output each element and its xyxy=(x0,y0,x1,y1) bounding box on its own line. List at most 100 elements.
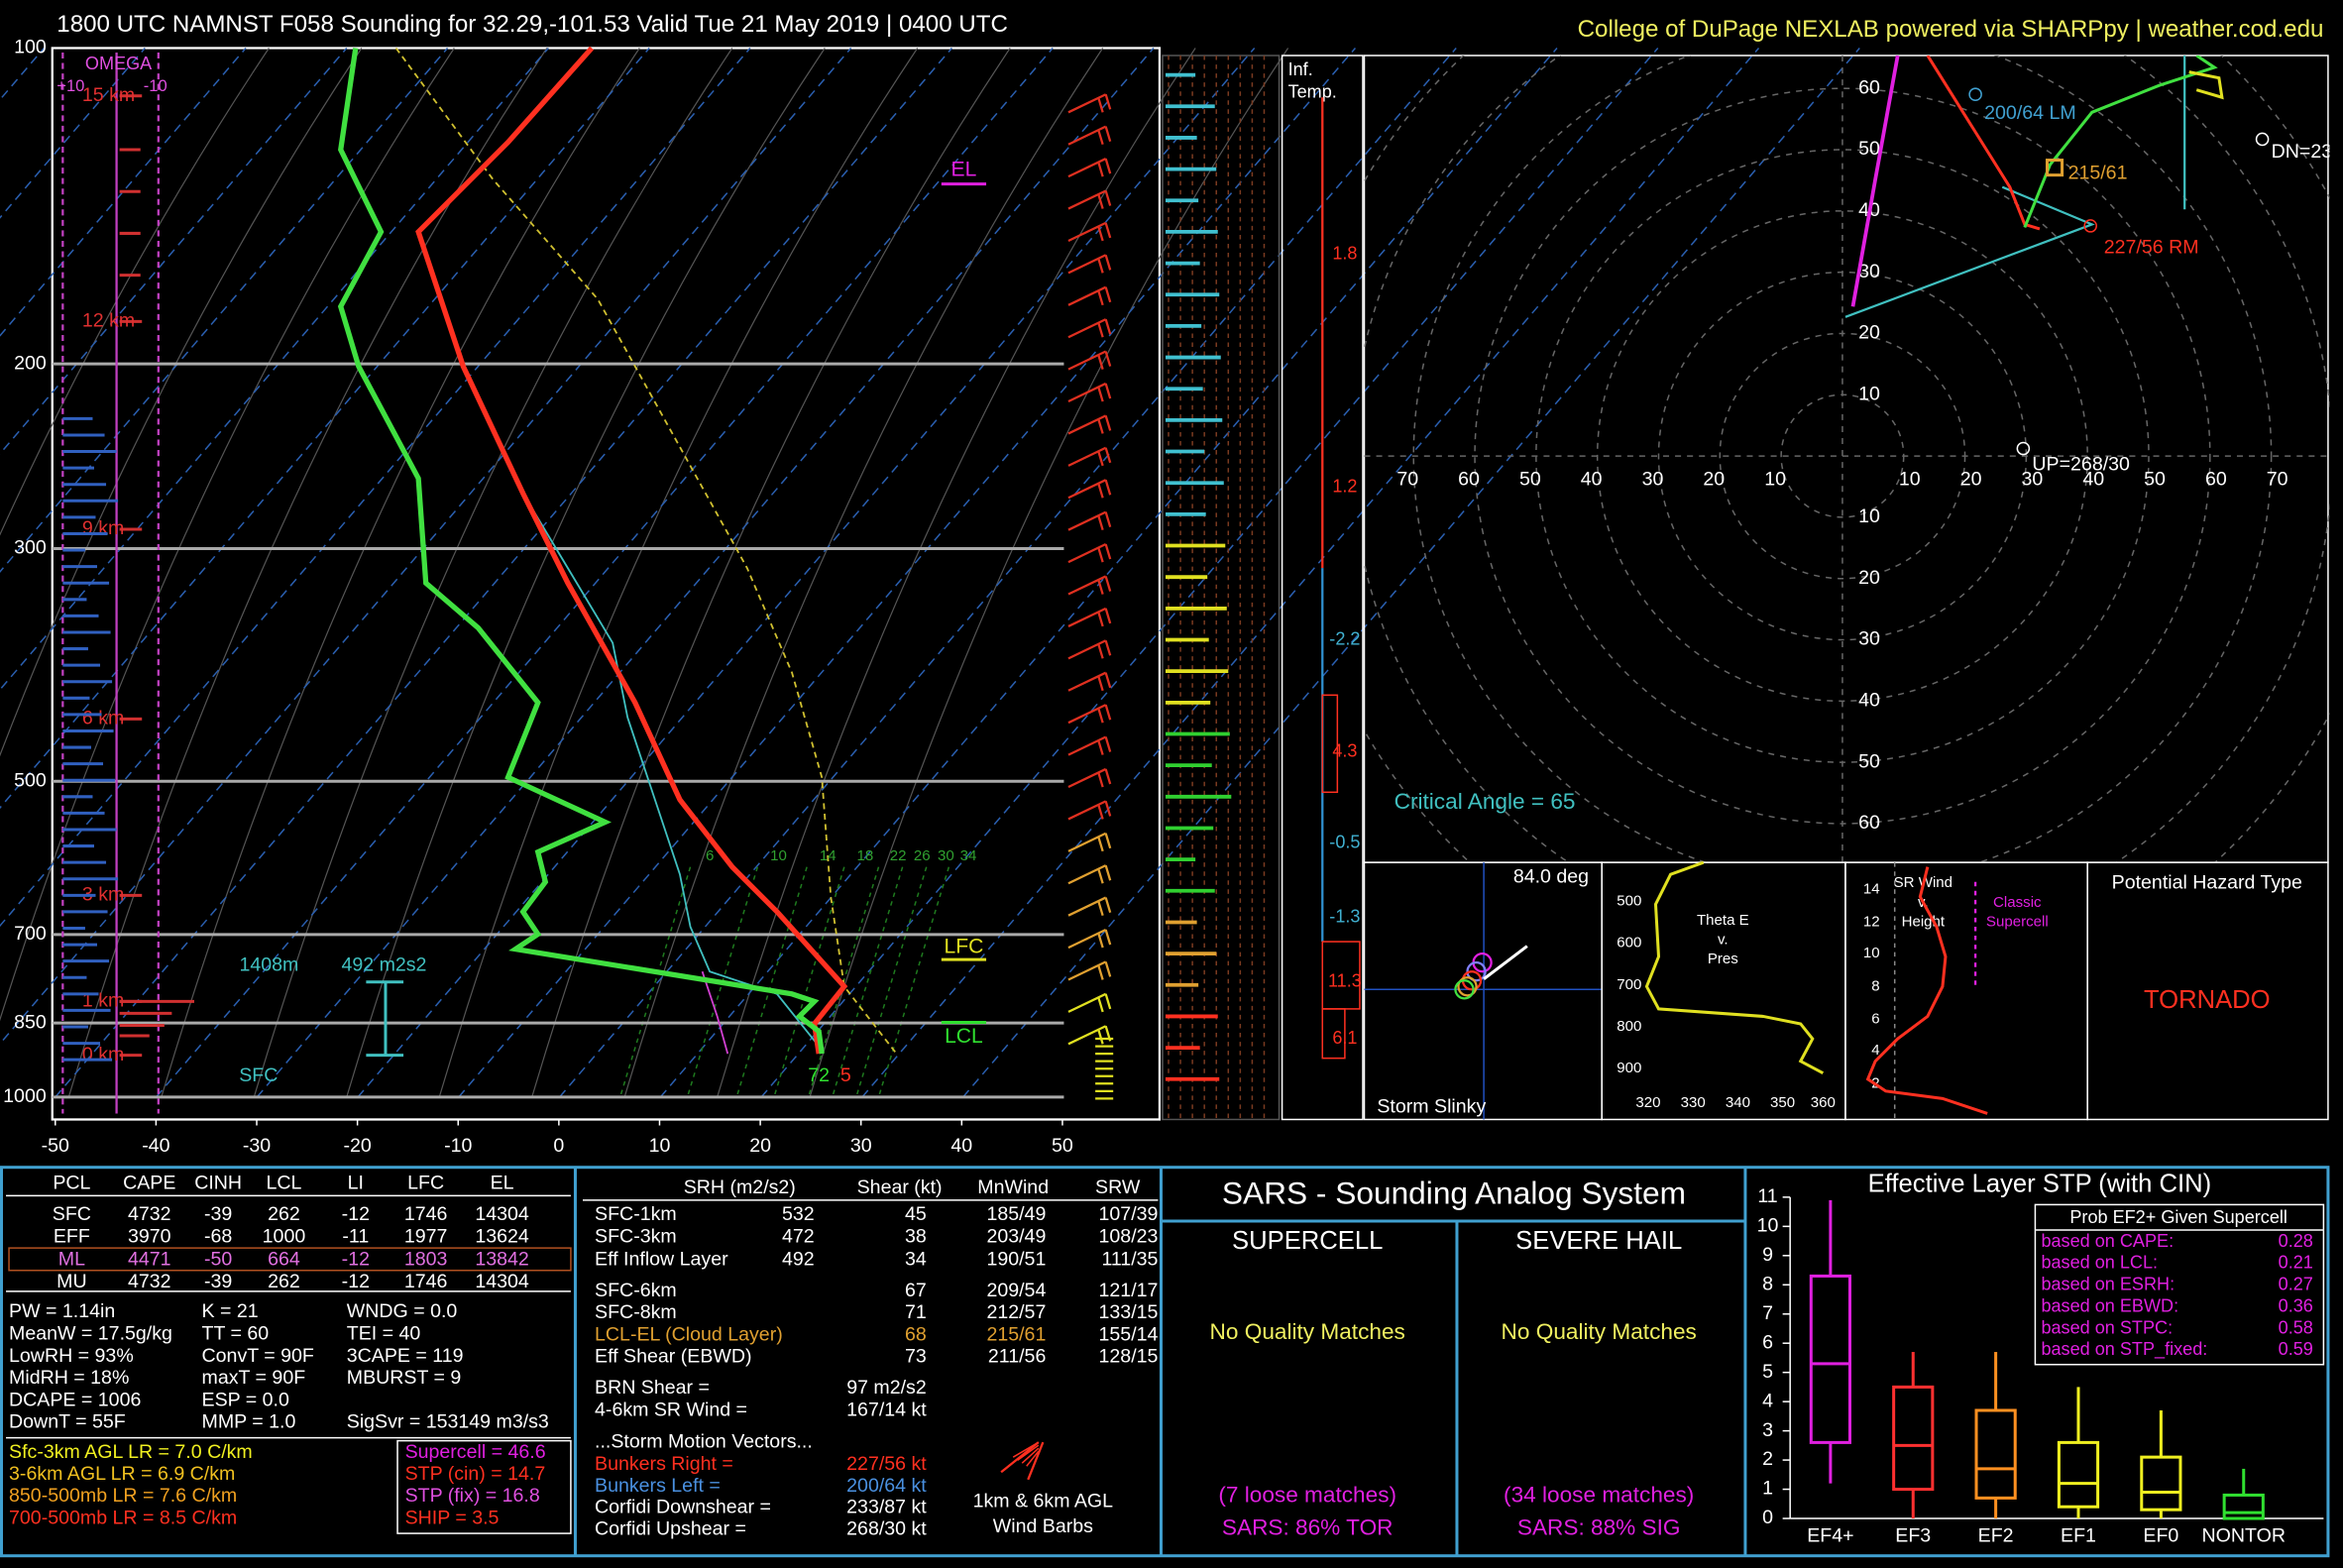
wind-barb xyxy=(1017,1444,1040,1461)
isotherm xyxy=(155,47,1054,1098)
stp-ytick-label: 2 xyxy=(1762,1448,1773,1470)
kin-misc: 4-6km SR Wind = xyxy=(595,1400,747,1421)
rm-marker xyxy=(2083,219,2097,233)
wind-barb xyxy=(1104,897,1112,913)
sfc-dewpoint: 72 xyxy=(808,1064,830,1086)
kin-misc: 97 m2/s2 xyxy=(846,1377,927,1399)
sars-result: SARS: 86% TOR xyxy=(1222,1515,1394,1540)
parcel-trace xyxy=(394,47,898,1055)
isotherm xyxy=(256,47,1155,1098)
hodo-ring-label: 70 xyxy=(2267,468,2288,490)
hodo-ring-label: 20 xyxy=(1960,468,1982,490)
parcel-cell: 1746 xyxy=(404,1203,448,1225)
box-body xyxy=(2140,1455,2182,1512)
hodo-ring-label: 40 xyxy=(1858,689,1880,711)
parcel-cell: SFC xyxy=(53,1203,91,1225)
lapse-rate: 850-500mb LR = 7.6 C/km xyxy=(9,1485,237,1507)
index-value: SigSvr = 153149 m3/s3 xyxy=(347,1411,549,1433)
wind-barb xyxy=(1067,735,1107,756)
parcel-cell: 4471 xyxy=(128,1248,171,1270)
wind-barb xyxy=(1104,929,1112,946)
temp-tick-label: 0 xyxy=(553,1135,564,1157)
height-label: 0 km xyxy=(82,1044,124,1065)
box-body xyxy=(1974,1408,2017,1500)
wind-barb xyxy=(1104,961,1112,977)
parcel-cell: ML xyxy=(58,1248,85,1270)
isotherm xyxy=(458,47,1357,1098)
height-label: 3 km xyxy=(82,883,124,905)
theta-ytick: 700 xyxy=(1617,976,1641,993)
kin-cell: 108/23 xyxy=(1099,1226,1159,1248)
index-value: LowRH = 93% xyxy=(9,1345,134,1367)
wind-barb xyxy=(1097,900,1104,916)
wind-barb xyxy=(1104,383,1112,399)
inftemp-value: 11.3 xyxy=(1328,971,1362,991)
sars-column-title: SEVERE HAIL xyxy=(1515,1227,1682,1255)
theta-trace xyxy=(1644,860,1825,1075)
parcel-cell: -12 xyxy=(342,1248,370,1270)
srwind-title: Height xyxy=(1902,913,1946,930)
parcel-cell: -11 xyxy=(342,1226,369,1248)
temp-tick-label: 50 xyxy=(1052,1135,1073,1157)
wind-barb xyxy=(1067,832,1107,852)
wind-barb xyxy=(1097,418,1104,434)
srwind-ytick: 8 xyxy=(1871,977,1879,994)
index-value: WNDG = 0.0 xyxy=(347,1300,458,1322)
hodo-ring-label: 50 xyxy=(2144,468,2166,490)
dry-adiabat xyxy=(717,48,1196,1098)
mixing-ratio-label: 30 xyxy=(938,847,954,864)
theta-xtick: 320 xyxy=(1635,1094,1660,1111)
stp-title: Effective Layer STP (with CIN) xyxy=(1868,1171,2212,1198)
stp-ytick-label: 9 xyxy=(1762,1244,1773,1266)
slinky-title: Storm Slinky xyxy=(1377,1096,1486,1118)
hazard-frame xyxy=(2086,861,2329,1121)
stp-category: EF0 xyxy=(2143,1524,2178,1546)
wind-barb xyxy=(1104,608,1112,624)
parcel-header: LFC xyxy=(407,1172,444,1193)
wind-barb xyxy=(1097,675,1104,692)
inftemp-box xyxy=(1321,1008,1346,1060)
wind-barb xyxy=(1067,671,1107,692)
parcel-cell: 664 xyxy=(268,1248,300,1270)
isotherm xyxy=(0,47,549,692)
parcel-cell: MU xyxy=(56,1271,86,1292)
parcel-cell: -39 xyxy=(204,1271,232,1292)
hodo-ring-label: 30 xyxy=(2022,468,2044,490)
slinky-ring xyxy=(1454,979,1475,1000)
prob-label: based on CAPE: xyxy=(2041,1231,2174,1251)
kin-header: MnWind xyxy=(977,1176,1049,1198)
eff-srh-label: 492 m2s2 xyxy=(341,953,426,975)
virtual-temp-trace xyxy=(521,493,820,1048)
isotherm xyxy=(0,47,650,810)
inftemp-value: -0.5 xyxy=(1329,832,1360,851)
kin-cell: 45 xyxy=(905,1203,927,1225)
index-value: ConvT = 90F xyxy=(202,1345,314,1367)
kin-cell: 68 xyxy=(905,1323,927,1345)
prob-value: 0.58 xyxy=(2279,1317,2313,1337)
bottom-frame xyxy=(0,1166,2330,1558)
wind-barb xyxy=(1067,254,1107,275)
prob-value: 0.27 xyxy=(2279,1275,2313,1294)
wind-barb xyxy=(1067,446,1107,467)
kin-cell: 472 xyxy=(782,1226,815,1248)
temp-tick-label: -40 xyxy=(142,1135,169,1157)
parcel-header: LI xyxy=(348,1172,364,1193)
wind-barb xyxy=(1097,996,1104,1013)
storm-motion: 268/30 kt xyxy=(846,1517,927,1539)
wind-barb xyxy=(1067,414,1107,435)
dewpoint-trace xyxy=(337,48,825,1055)
wind-barb xyxy=(1067,221,1107,242)
wind-barb xyxy=(1097,450,1104,467)
el-label: EL xyxy=(951,159,977,181)
wind-barb xyxy=(1067,767,1107,789)
isotherm xyxy=(357,47,1256,1098)
hodo-ring-label: 30 xyxy=(1642,468,1664,490)
kin-cell: 71 xyxy=(905,1301,927,1323)
temp-tick-label: 40 xyxy=(950,1135,972,1157)
wind-barb xyxy=(1097,1028,1104,1045)
mixing-ratio-line xyxy=(855,866,928,1098)
parcel-cell: -12 xyxy=(342,1271,370,1292)
kin-cell: 34 xyxy=(905,1248,927,1270)
parcel-cell: 13624 xyxy=(475,1226,529,1248)
wind-barb xyxy=(1104,993,1112,1010)
